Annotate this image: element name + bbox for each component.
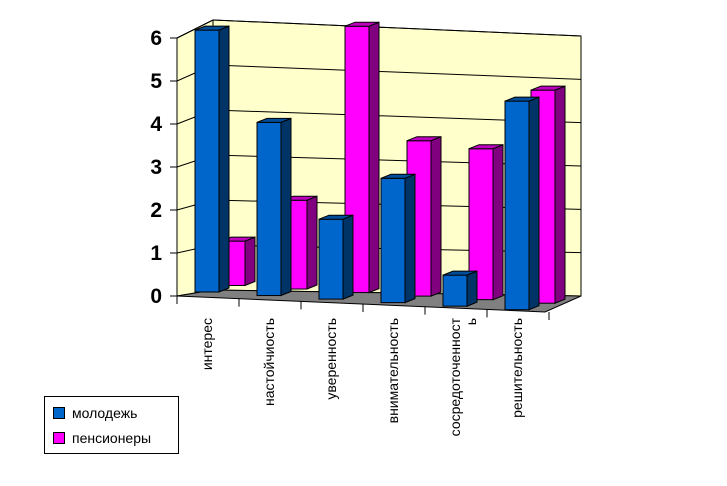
bar-top-series-1-5 bbox=[504, 96, 540, 102]
bar-top-series-2-2 bbox=[344, 21, 380, 27]
y-tick-label: 6 bbox=[150, 27, 162, 50]
bar-top-series-2-5 bbox=[530, 85, 566, 91]
bar-top-series-2-3 bbox=[406, 136, 442, 142]
bar-side-series-2-1 bbox=[306, 195, 318, 290]
legend-swatch-series-1 bbox=[53, 407, 65, 419]
bar-series-1-2 bbox=[318, 218, 344, 300]
legend-swatch-series-2 bbox=[53, 432, 65, 444]
bar-side-series-2-4 bbox=[492, 143, 504, 301]
x-tick-label: уверенность bbox=[323, 318, 339, 400]
x-tick-label-line: настойчиость bbox=[261, 318, 277, 406]
bar-series-1-5 bbox=[504, 100, 530, 311]
bar-side-series-1-5 bbox=[528, 96, 540, 311]
bar-top-series-2-4 bbox=[468, 144, 504, 150]
y-tick-label: 4 bbox=[150, 113, 162, 136]
bar-top-series-1-1 bbox=[256, 117, 292, 123]
bar-side-series-1-0 bbox=[218, 25, 230, 293]
bar-side-series-2-2 bbox=[368, 21, 380, 294]
bar-top-series-1-3 bbox=[380, 173, 416, 179]
bar-series-1-0 bbox=[194, 29, 220, 293]
x-tick-label-line: внимательность bbox=[385, 318, 401, 423]
bars bbox=[194, 21, 566, 311]
gridline-back bbox=[212, 19, 582, 37]
bar-side-series-1-4 bbox=[466, 270, 478, 307]
bar-top-series-1-0 bbox=[194, 25, 230, 31]
x-tick-label-line: сосредоточенност bbox=[447, 317, 463, 436]
x-tick-label: решительность bbox=[509, 318, 525, 418]
bar-side-series-2-3 bbox=[430, 135, 442, 297]
bar-side-series-2-0 bbox=[244, 236, 256, 287]
x-tick-label-line: решительность bbox=[509, 318, 525, 418]
y-tick-label: 5 bbox=[150, 70, 162, 93]
y-tick-label: 2 bbox=[150, 199, 162, 222]
y-tick-label: 0 bbox=[150, 285, 162, 308]
bar-side-series-2-5 bbox=[554, 85, 566, 304]
gridline-back bbox=[212, 64, 582, 80]
y-tick-label: 3 bbox=[150, 156, 162, 179]
gridline-side bbox=[176, 19, 214, 39]
x-tick-label: интерес bbox=[199, 318, 215, 370]
bar-series-1-1 bbox=[256, 121, 282, 297]
x-axis: интерес настойчиость уверенность внимательн… bbox=[176, 296, 550, 436]
x-tick-label-line: интерес bbox=[199, 318, 215, 370]
legend-item-series-2: пенсионеры bbox=[53, 428, 151, 448]
bar-series-1-4 bbox=[442, 274, 468, 307]
x-tick-label-line: ь bbox=[463, 318, 479, 325]
bar-side-series-1-1 bbox=[280, 117, 292, 297]
legend-label-series-2: пенсионеры bbox=[72, 430, 152, 446]
y-tick-label: 1 bbox=[150, 242, 162, 265]
legend: молодежь пенсионеры bbox=[44, 396, 179, 454]
bar-side-series-1-2 bbox=[342, 214, 354, 300]
legend-label-series-1: молодежь bbox=[72, 405, 138, 421]
x-tick-label-line: уверенность bbox=[323, 318, 339, 400]
bar-top-series-1-2 bbox=[318, 214, 354, 220]
x-tick-label: сосредоточенност ь bbox=[447, 317, 479, 436]
x-tick-label: настойчиость bbox=[261, 318, 277, 406]
x-tick-label: внимательность bbox=[385, 318, 401, 423]
legend-item-series-1: молодежь bbox=[53, 403, 137, 423]
bar-side-series-1-3 bbox=[404, 173, 416, 304]
bar-series-1-3 bbox=[380, 177, 406, 304]
bar-top-series-1-4 bbox=[442, 270, 478, 276]
